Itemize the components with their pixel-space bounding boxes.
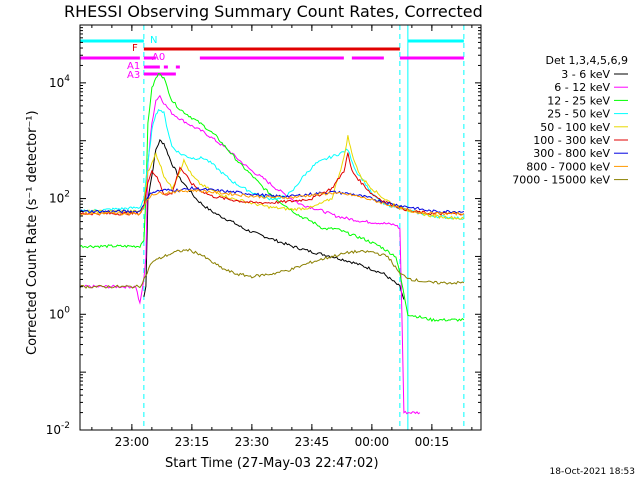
legend-label-2: 12 - 25 keV: [547, 94, 610, 107]
time-boundary-lines: [79, 25, 465, 430]
legend-label-3: 25 - 50 keV: [547, 108, 610, 121]
flag-label-f: F: [132, 43, 138, 54]
legend-label-0: 3 - 6 keV: [561, 68, 610, 81]
series-line-5: [80, 152, 465, 216]
series-line-0: [143, 138, 405, 300]
x-tick-label-4: 00:00: [355, 435, 390, 449]
legend-label-6: 300 - 800 keV: [533, 147, 610, 160]
legend-label-1: 6 - 12 keV: [554, 81, 610, 94]
y-tick-label-0: 10-2: [46, 421, 70, 437]
x-tick-label-5: 00:15: [415, 435, 450, 449]
y-tick-label-2: 102: [49, 190, 70, 206]
legend-label-5: 100 - 300 keV: [533, 134, 610, 147]
y-tick-label-3: 104: [49, 74, 70, 90]
series-line-7: [80, 188, 465, 216]
flag-labels: N F A0 A1 A3: [127, 35, 165, 81]
legend-title: Det 1,3,4,5,6,9: [545, 54, 628, 67]
series-layer: [80, 73, 465, 415]
x-axis-label: Start Time (27-May-03 22:47:02): [165, 456, 379, 471]
y-tick-label-1: 100: [49, 305, 70, 321]
y-axis-label: Corrected Count Rate (s⁻¹ detector⁻¹): [25, 110, 40, 355]
x-tick-label-0: 23:00: [115, 435, 150, 449]
flag-label-a0: A0: [152, 52, 165, 63]
y-axis: 10-2100102104106: [46, 24, 481, 437]
flag-label-a1: A1: [127, 61, 140, 72]
legend-label-7: 800 - 7000 keV: [526, 160, 610, 173]
x-axis: 23:00 23:15 23:30 23:45 00:00 00:15: [91, 25, 473, 449]
timestamp: 18-Oct-2021 18:53: [550, 467, 635, 477]
x-tick-label-3: 23:45: [295, 435, 330, 449]
series-line-8: [80, 248, 465, 289]
plot-frame: [79, 24, 482, 431]
flag-label-n: N: [150, 35, 157, 46]
x-tick-label-1: 23:15: [175, 435, 210, 449]
x-tick-label-2: 23:30: [235, 435, 270, 449]
legend-label-4: 50 - 100 keV: [540, 121, 610, 134]
chart-title: RHESSI Observing Summary Count Rates, Co…: [64, 2, 483, 21]
series-line-6: [80, 186, 465, 214]
series-line-1: [80, 94, 421, 415]
legend-label-8: 7000 - 15000 keV: [512, 174, 610, 187]
flag-label-a3: A3: [127, 70, 140, 81]
